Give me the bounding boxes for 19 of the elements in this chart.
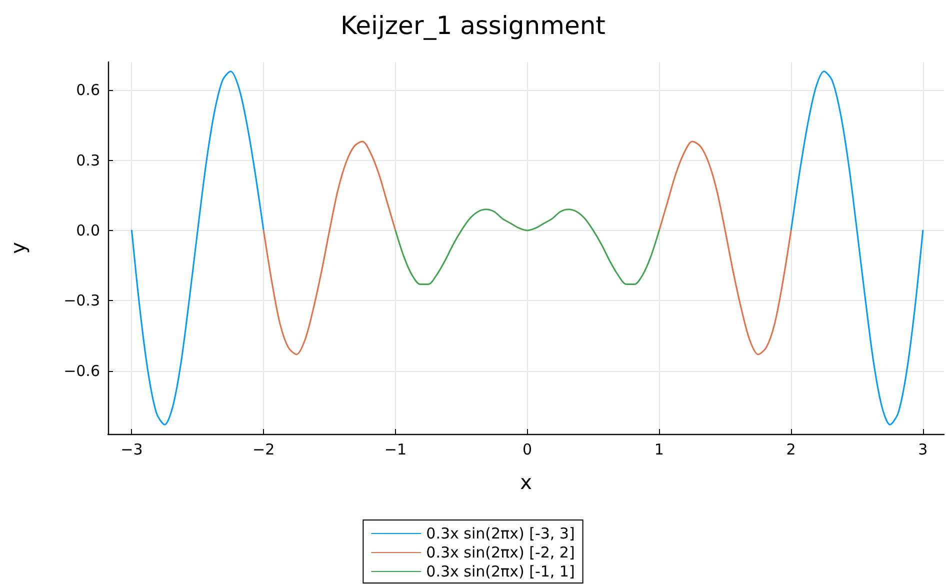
y-tick-label: 0.3: [76, 151, 100, 170]
x-tick-label: 1: [654, 440, 664, 458]
y-tick-label: −0.3: [64, 292, 100, 310]
x-tick-label: 0: [522, 440, 532, 458]
y-tick-label: −0.6: [64, 362, 100, 380]
y-tick-label: 0.0: [76, 221, 100, 240]
x-tick-label: 2: [786, 440, 796, 458]
x-tick-label: −2: [252, 440, 275, 458]
y-tick-label: 0.6: [76, 81, 100, 100]
x-tick-label: −1: [384, 440, 407, 458]
x-tick-label: −3: [120, 440, 143, 458]
legend-label: 0.3x sin(2πx) [-2, 2]: [426, 544, 575, 562]
legend-label: 0.3x sin(2πx) [-3, 3]: [426, 524, 575, 542]
y-axis-title: y: [6, 242, 30, 254]
legend-label: 0.3x sin(2πx) [-1, 1]: [426, 562, 575, 580]
chart-title: Keijzer_1 assignment: [340, 11, 606, 40]
x-axis-title: x: [520, 470, 532, 494]
line-series: [394, 208, 660, 286]
x-tick-label: 3: [918, 440, 928, 458]
